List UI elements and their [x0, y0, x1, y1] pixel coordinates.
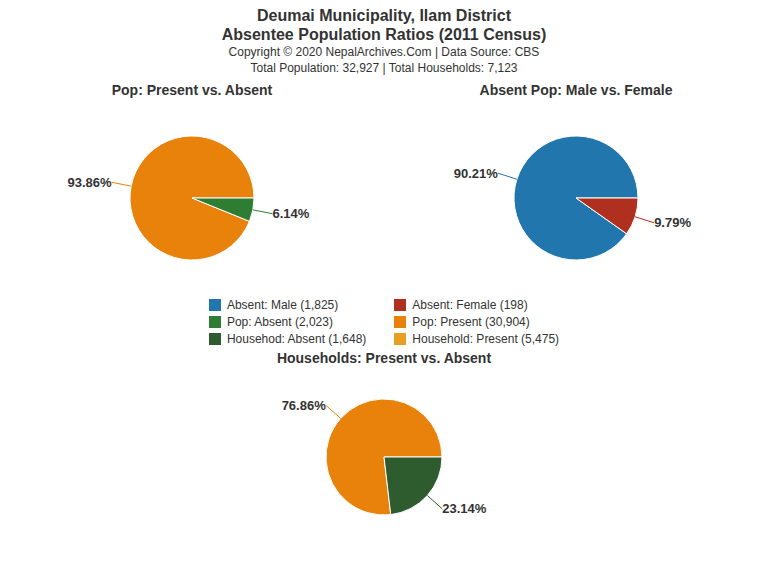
html-text:Pop: Present vs. Absent: Pop: Present vs. Absent	[111, 82, 273, 98]
html-text:Pop: Present (30,904): Pop: Present (30,904)	[412, 315, 530, 329]
html-text:Pop: Absent (2,023): Pop: Absent (2,023)	[226, 315, 333, 329]
html-text:Copyright © 2020 NepalArchives: Copyright © 2020 NepalArchives.Com | Dat…	[228, 45, 540, 59]
svg-text:90.21%: 90.21%	[454, 166, 499, 181]
html-text:Households: Present vs. Absent: Households: Present vs. Absent	[276, 350, 492, 366]
html-text:Total Population: 32,927 | Tot: Total Population: 32,927 | Total Househo…	[250, 61, 518, 75]
svg-text:6.14%: 6.14%	[272, 206, 309, 221]
svg-text:93.86%: 93.86%	[67, 175, 112, 190]
html-text:Deumai Municipality, Ilam Dist: Deumai Municipality, Ilam District	[257, 7, 511, 24]
svg-text:9.79%: 9.79%	[654, 215, 691, 230]
svg-text:23.14%: 23.14%	[442, 501, 487, 516]
svg-text:76.86%: 76.86%	[282, 398, 327, 413]
html-text:Absent: Male (1,825): Absent: Male (1,825)	[226, 298, 339, 312]
html-text:Absent Pop: Male vs. Female: Absent Pop: Male vs. Female	[479, 82, 673, 98]
html-text:Absentee Population Ratios (20: Absentee Population Ratios (2011 Census)	[221, 26, 547, 43]
html-text:Absent: Female (198): Absent: Female (198)	[412, 298, 528, 312]
html-text:Househod: Absent (1,648): Househod: Absent (1,648)	[226, 332, 367, 346]
html-text:Household: Present (5,475): Household: Present (5,475)	[412, 332, 560, 346]
